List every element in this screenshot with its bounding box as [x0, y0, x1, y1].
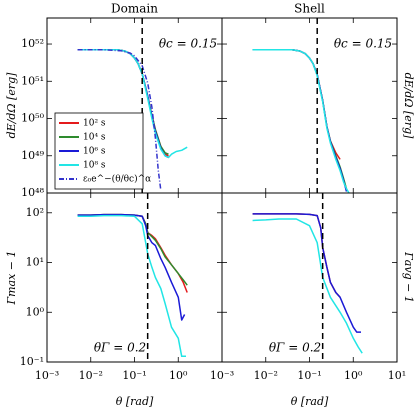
series-line — [77, 213, 188, 286]
y-tick-label: 10⁵² — [21, 37, 44, 50]
x-tick-label: 10⁻³ — [35, 369, 59, 382]
y-tick-label: 10² — [26, 206, 44, 219]
x-tick-label: 10⁰ — [344, 369, 363, 382]
y-tick-label: 10⁰ — [26, 305, 45, 318]
x-tick-label: 10¹ — [388, 369, 406, 382]
series-line — [252, 49, 348, 192]
x-tick-label: 10⁻³ — [210, 369, 234, 382]
series-line — [77, 49, 162, 191]
series-line — [252, 49, 350, 193]
axes-frame — [221, 192, 398, 363]
x-tick-label: 10⁰ — [169, 369, 188, 382]
legend-label: 10² s — [83, 119, 106, 129]
y-axis-label: Γavg − 1 — [402, 251, 415, 303]
x-tick-label: 10⁻¹ — [122, 369, 146, 382]
x-axis-label: θ [rad] — [116, 395, 154, 408]
series-line — [77, 214, 186, 358]
legend-label: ε₀e^−(θ/θc)^α — [83, 174, 151, 185]
annotation: θc = 0.15 — [334, 37, 392, 51]
annotation: θc = 0.15 — [159, 37, 217, 51]
series-line — [252, 49, 341, 160]
plot-area — [77, 193, 188, 362]
annotation: θΓ = 0.2 — [94, 341, 146, 355]
legend-label: 10⁴ s — [83, 133, 106, 143]
y-tick-label: 10¹ — [26, 256, 44, 269]
y-tick-label: 10⁴⁹ — [21, 149, 44, 162]
legend-label: 10⁶ s — [83, 147, 106, 157]
x-tick-label: 10⁻² — [79, 369, 103, 382]
series-line — [252, 218, 363, 354]
legend-label: 10⁸ s — [83, 161, 106, 171]
y-axis-label: dE/dΩ [erg] — [402, 73, 415, 140]
x-axis-label: θ [rad] — [291, 395, 329, 408]
series-line — [252, 49, 348, 190]
y-axis-label: dE/dΩ [erg] — [5, 72, 18, 139]
axes-frame — [46, 192, 223, 363]
series-line — [77, 49, 188, 159]
y-tick-label: 10⁵⁰ — [21, 112, 44, 125]
y-tick-label: 10⁴⁸ — [21, 186, 44, 199]
panel-title: Shell — [294, 2, 325, 16]
x-tick-label: 10⁻¹ — [297, 369, 321, 382]
series-line — [252, 213, 341, 298]
series-line — [77, 213, 186, 321]
plot-area — [252, 193, 363, 362]
series-line — [252, 213, 361, 333]
y-tick-label: 10⁻¹ — [20, 355, 44, 368]
plot-area — [252, 18, 350, 193]
y-axis-label: Γmax − 1 — [5, 250, 18, 305]
x-tick-label: 10⁻² — [254, 369, 278, 382]
panel-title: Domain — [111, 2, 158, 16]
annotation: θΓ = 0.2 — [269, 341, 321, 355]
y-tick-label: 10⁵¹ — [21, 74, 44, 87]
